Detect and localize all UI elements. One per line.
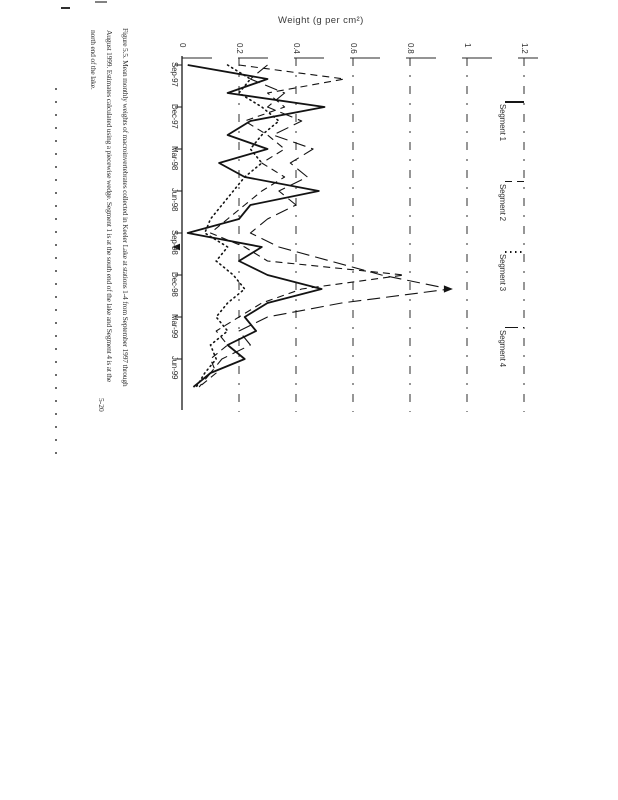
legend-label: Segment 1: [498, 104, 507, 141]
date-axis-label: Sep-97: [170, 62, 179, 87]
figure-caption-line-3: north end of the lake.: [89, 30, 98, 90]
series-segment-1: [186, 64, 326, 388]
value-axis-tick-label: 0.4: [292, 43, 301, 54]
legend-label: Segment 3: [498, 254, 507, 291]
arrowhead-marker: [443, 285, 453, 293]
scan-speck: [95, 1, 107, 3]
series-segment-4: [198, 64, 451, 388]
value-axis-title: Weight (g per cm²): [278, 15, 364, 26]
figure-caption-line-2: August 1999. Estimates calculated using …: [105, 30, 114, 382]
legend-sample-solid-line: [505, 101, 524, 103]
date-axis-label: Dec-97: [170, 104, 179, 129]
figure-caption-line-1: Figure 5.5. Mean monthly weights of macr…: [121, 28, 130, 387]
legend-sample-longdash-line: [505, 327, 524, 329]
value-axis-tick-label: 1: [463, 43, 472, 48]
date-axis-label: Mar-98: [170, 146, 179, 171]
arrowhead-marker: [172, 243, 180, 251]
date-axis-label: Jun-98: [170, 188, 179, 212]
legend-sample-dashed-line: [505, 181, 524, 183]
value-axis-tick-label: 0.8: [406, 43, 415, 54]
legend-label: Segment 4: [498, 330, 507, 367]
date-axis-label: Dec-98: [170, 272, 179, 297]
series-segment-2: [198, 64, 405, 388]
date-axis-label: Sep-98: [170, 230, 179, 255]
series-segment-3: [195, 64, 281, 388]
line-chart: [172, 56, 538, 412]
scan-speck: [61, 7, 70, 9]
value-axis-tick-label: 0.2: [235, 43, 244, 54]
page-number: 5-20: [97, 398, 106, 412]
date-axis-label: Mar-99: [170, 314, 179, 339]
value-axis-tick-label: 0: [178, 43, 187, 48]
value-axis-tick-label: 1.2: [520, 43, 529, 54]
legend-label: Segment 2: [498, 184, 507, 221]
legend-sample-dotted-line: [505, 251, 524, 253]
value-axis-tick-label: 0.6: [349, 43, 358, 54]
scan-border-artifact: [55, 88, 57, 462]
date-axis-label: Jun-99: [170, 356, 179, 380]
